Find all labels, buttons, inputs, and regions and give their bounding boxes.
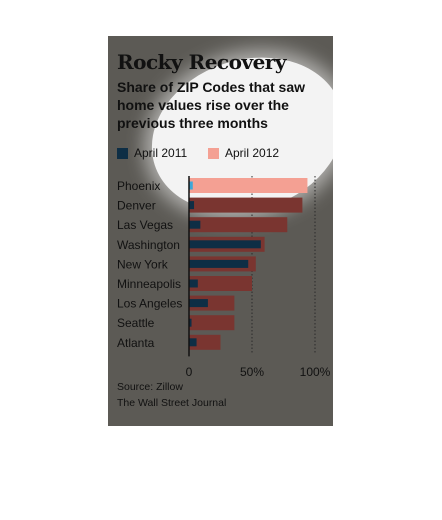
category-label-las-vegas: Las Vegas	[117, 218, 173, 232]
chart-subtitle: Share of ZIP Codes that saw home values …	[117, 79, 306, 131]
bar-2011-phoenix	[189, 181, 193, 190]
legend-label-2012: April 2012	[225, 146, 280, 160]
bar-2011-las-vegas	[189, 220, 201, 229]
category-label-denver: Denver	[117, 199, 156, 213]
bar-2012-denver	[189, 197, 303, 213]
x-tick-label-100: 100%	[300, 365, 331, 379]
category-label-new-york: New York	[117, 257, 169, 271]
bar-2011-new-york	[189, 259, 249, 268]
x-tick-label-0: 0	[186, 365, 193, 379]
bar-2012-atlanta	[189, 334, 221, 350]
publisher-note: The Wall Street Journal	[117, 397, 227, 409]
legend-label-2011: April 2011	[134, 146, 188, 160]
source-note: Source: Zillow	[117, 381, 183, 393]
category-label-los-angeles: Los Angeles	[117, 297, 182, 311]
bar-2011-minneapolis	[189, 279, 198, 288]
bar-2011-los-angeles	[189, 299, 208, 308]
category-label-seattle: Seattle	[117, 316, 155, 330]
bar-2011-atlanta	[189, 338, 197, 347]
bar-2012-phoenix	[189, 178, 308, 193]
legend-swatch-2011	[117, 148, 128, 159]
category-label-atlanta: Atlanta	[117, 336, 155, 350]
bar-2012-minneapolis	[189, 276, 252, 291]
legend-swatch-2012	[208, 148, 219, 159]
chart-title: Rocky Recovery	[117, 50, 286, 74]
category-label-washington: Washington	[117, 238, 180, 252]
bar-2011-seattle	[189, 318, 192, 327]
bar-2011-denver	[189, 201, 195, 210]
category-label-minneapolis: Minneapolis	[117, 277, 181, 291]
bar-2012-las-vegas	[189, 217, 288, 233]
x-tick-label-50: 50%	[240, 365, 264, 379]
bar-2011-washington	[189, 240, 261, 249]
category-label-phoenix: Phoenix	[117, 179, 160, 193]
bar-2012-seattle	[189, 315, 235, 331]
